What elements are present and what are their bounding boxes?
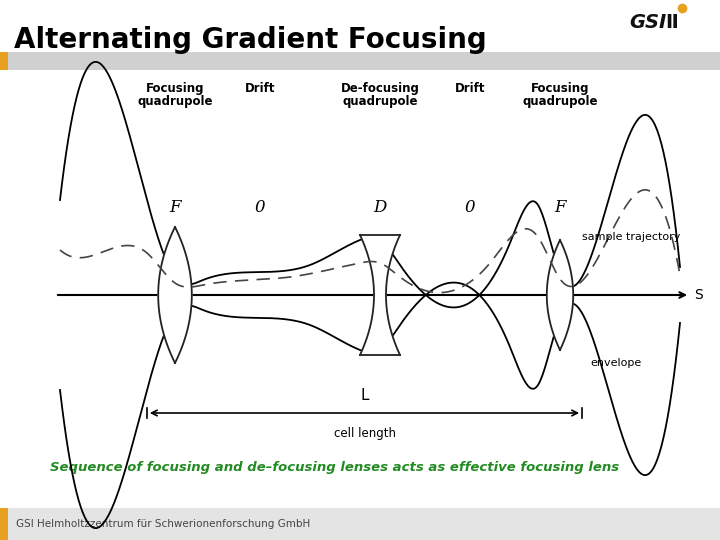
Text: GSI: GSI	[629, 12, 667, 31]
Text: Alternating Gradient Focusing: Alternating Gradient Focusing	[14, 26, 487, 54]
Text: 0: 0	[464, 199, 475, 215]
Text: quadrupole: quadrupole	[138, 95, 212, 108]
Text: S: S	[694, 288, 703, 302]
Text: F: F	[554, 199, 566, 215]
Text: D: D	[373, 199, 387, 215]
Text: L: L	[360, 388, 369, 403]
Bar	[0, 508, 720, 540]
Bar	[0, 508, 8, 540]
Text: GSI Helmholtzzentrum für Schwerionenforschung GmbH: GSI Helmholtzzentrum für Schwerionenfors…	[16, 519, 310, 529]
Text: F: F	[169, 199, 181, 215]
Text: Sequence of focusing and de–focusing lenses acts as effective focusing lens: Sequence of focusing and de–focusing len…	[50, 462, 619, 475]
Text: sample trajectory: sample trajectory	[582, 232, 680, 242]
Bar	[0, 52, 720, 70]
Text: envelope: envelope	[590, 358, 642, 368]
Polygon shape	[360, 235, 400, 355]
Text: De-focusing: De-focusing	[341, 82, 420, 95]
Text: 0: 0	[255, 199, 265, 215]
Bar	[0, 52, 8, 70]
Text: Focusing: Focusing	[531, 82, 589, 95]
Text: Drift: Drift	[245, 82, 275, 95]
Text: Focusing: Focusing	[145, 82, 204, 95]
Text: quadrupole: quadrupole	[342, 95, 418, 108]
Polygon shape	[546, 240, 573, 350]
Text: Drift: Drift	[455, 82, 485, 95]
Polygon shape	[158, 227, 192, 363]
Text: quadrupole: quadrupole	[522, 95, 598, 108]
Text: cell length: cell length	[333, 427, 395, 440]
Text: Ⅱ: Ⅱ	[665, 12, 678, 31]
